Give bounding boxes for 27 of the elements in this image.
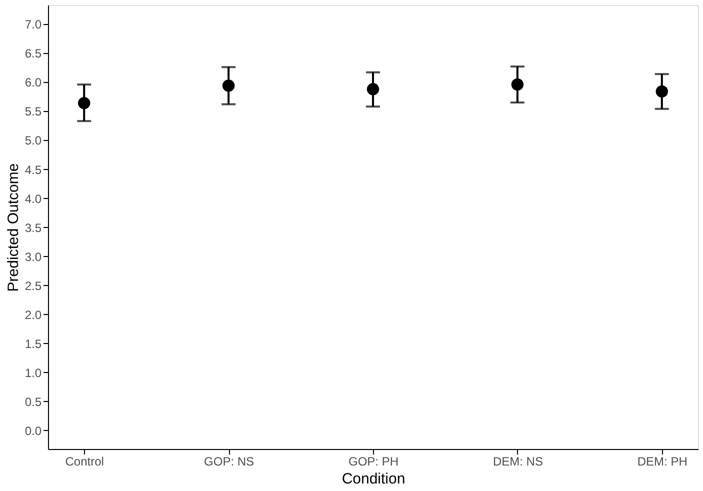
y-tick-label: 3.5 <box>24 220 42 235</box>
point <box>656 85 668 98</box>
y-tick-label: 4.0 <box>24 192 42 206</box>
y-tick-label: 0.5 <box>24 394 42 409</box>
point <box>78 96 90 110</box>
x-axis-title: Condition <box>342 470 406 488</box>
point <box>366 83 380 96</box>
y-axis-title: Predicted Outcome <box>4 163 22 292</box>
y-tick-label: 5.0 <box>24 134 42 148</box>
point <box>511 78 524 91</box>
y-tick-label: 1.5 <box>24 336 42 351</box>
point <box>222 80 235 92</box>
x-tick-label: Control <box>65 454 104 468</box>
y-tick-label: 4.5 <box>24 162 42 177</box>
y-tick-label: 5.5 <box>24 104 42 119</box>
x-tick-label: DEM: PH <box>637 454 688 468</box>
y-tick-label: 6.0 <box>24 76 42 90</box>
y-tick-label: 2.5 <box>24 278 42 293</box>
y-tick-label: 1.0 <box>24 366 42 380</box>
x-tick-label: DEM: NS <box>492 454 543 468</box>
y-tick-label: 7.0 <box>24 18 42 32</box>
x-tick-label: GOP: PH <box>348 454 399 468</box>
y-tick-label: 3.0 <box>24 250 42 264</box>
y-tick-label: 2.0 <box>24 308 42 322</box>
y-tick-label: 6.5 <box>24 46 42 61</box>
x-tick-label: GOP: NS <box>204 454 254 468</box>
y-tick-label: 0.0 <box>24 424 42 438</box>
